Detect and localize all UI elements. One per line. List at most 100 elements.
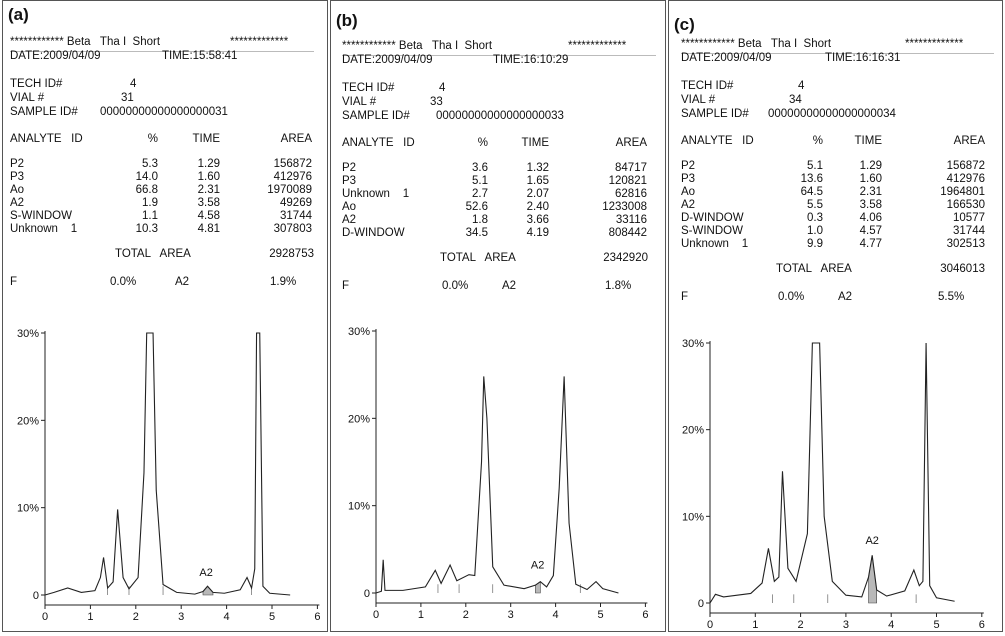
analyte-area: 120821 xyxy=(608,175,647,187)
vial-label: VIAL # xyxy=(10,92,45,104)
f-analyte: A2 xyxy=(502,280,517,292)
vial-value: 33 xyxy=(430,96,443,108)
f-pct: 0.0% xyxy=(778,291,805,303)
tech-id-label: TECH ID# xyxy=(342,82,395,94)
analyte-time: 1.29 xyxy=(859,160,882,172)
analyte-name: Unknown 1 xyxy=(342,188,410,200)
analyte-pct: 9.9 xyxy=(807,238,823,250)
report-time: TIME:16:16:31 xyxy=(825,52,901,64)
tech-id-value: 4 xyxy=(439,82,446,94)
analyte-name: P3 xyxy=(342,175,357,187)
f-value: 1.8% xyxy=(605,280,632,292)
banner-left: ************ Beta Tha I Short xyxy=(342,40,493,52)
analyte-time: 1.29 xyxy=(197,158,220,170)
analyte-name: Ao xyxy=(10,184,25,196)
analyte-pct: 1.9 xyxy=(142,197,158,209)
report-date: DATE:2009/04/09 xyxy=(10,50,101,62)
report-time: TIME:16:10:29 xyxy=(493,54,569,66)
analyte-time: 3.66 xyxy=(526,214,549,226)
vial-value: 34 xyxy=(789,94,802,106)
analyte-name: D-WINDOW xyxy=(342,227,405,239)
sample-id-label: SAMPLE ID# xyxy=(681,108,749,120)
analyte-area: 62816 xyxy=(615,188,647,200)
analyte-pct: 13.6 xyxy=(800,173,823,185)
sample-id-label: SAMPLE ID# xyxy=(342,110,410,122)
analyte-pct: 64.5 xyxy=(800,186,823,198)
analyte-area: 10577 xyxy=(953,212,985,224)
analyte-pct: 5.1 xyxy=(472,175,488,187)
analyte-name: A2 xyxy=(342,214,357,226)
f-label: F xyxy=(342,280,350,292)
tech-id-label: TECH ID# xyxy=(681,80,734,92)
analyte-pct: 3.6 xyxy=(472,162,488,174)
analyte-time: 2.31 xyxy=(197,184,220,196)
analyte-pct: 1.0 xyxy=(807,225,823,237)
total-area-value: 2928753 xyxy=(269,248,314,260)
f-value: 5.5% xyxy=(938,291,965,303)
analyte-pct: 10.3 xyxy=(135,223,158,235)
col-pct-header: % xyxy=(147,133,158,145)
banner-right: ************* xyxy=(568,40,627,52)
col-time-header: TIME xyxy=(521,137,549,149)
analyte-area: 166530 xyxy=(946,199,985,211)
analyte-area: 307803 xyxy=(273,223,312,235)
sample-id-value: 00000000000000000031 xyxy=(100,106,228,118)
analyte-time: 3.58 xyxy=(197,197,220,209)
analyte-area: 156872 xyxy=(946,160,985,172)
analyte-pct: 14.0 xyxy=(135,171,158,183)
f-analyte: A2 xyxy=(175,276,190,288)
analyte-area: 33116 xyxy=(615,214,647,226)
banner-rule xyxy=(681,53,994,54)
total-area-value: 3046013 xyxy=(940,263,985,275)
analyte-area: 1970089 xyxy=(267,184,312,196)
banner-rule xyxy=(10,51,314,52)
total-area-label: TOTAL AREA xyxy=(776,263,852,275)
panel-label: (c) xyxy=(674,15,695,34)
analyte-name: Ao xyxy=(681,186,696,198)
analyte-area: 1964801 xyxy=(940,186,985,198)
col-time-header: TIME xyxy=(854,135,882,147)
col-pct-header: % xyxy=(477,137,488,149)
analyte-pct: 66.8 xyxy=(135,184,158,196)
analyte-pct: 1.8 xyxy=(472,214,488,226)
analyte-area: 808442 xyxy=(608,227,647,239)
analyte-time: 4.57 xyxy=(859,225,882,237)
col-time-header: TIME xyxy=(192,133,220,145)
analyte-time: 2.31 xyxy=(859,186,882,198)
analyte-name: S-WINDOW xyxy=(681,225,743,237)
panel-a xyxy=(2,0,328,632)
total-area-label: TOTAL AREA xyxy=(440,252,516,264)
analyte-time: 4.06 xyxy=(859,212,882,224)
f-value: 1.9% xyxy=(270,276,297,288)
analyte-time: 3.58 xyxy=(859,199,882,211)
col-analyte-header: ANALYTE ID xyxy=(10,133,83,145)
analyte-pct: 0.3 xyxy=(807,212,823,224)
analyte-time: 1.32 xyxy=(526,162,549,174)
sample-id-value: 00000000000000000034 xyxy=(768,108,896,120)
col-area-header: AREA xyxy=(280,133,312,145)
analyte-name: P3 xyxy=(10,171,25,183)
report-date: DATE:2009/04/09 xyxy=(342,54,433,66)
col-analyte-header: ANALYTE ID xyxy=(681,135,754,147)
analyte-name: D-WINDOW xyxy=(681,212,744,224)
report-date: DATE:2009/04/09 xyxy=(681,52,772,64)
analyte-area: 412976 xyxy=(946,173,985,185)
analyte-time: 4.81 xyxy=(197,223,220,235)
analyte-area: 84717 xyxy=(615,162,647,174)
analyte-name: P2 xyxy=(342,162,357,174)
analyte-pct: 5.5 xyxy=(807,199,823,211)
total-area-value: 2342920 xyxy=(603,252,648,264)
analyte-time: 4.19 xyxy=(526,227,549,239)
sample-id-value: 00000000000000000033 xyxy=(436,110,564,122)
analyte-time: 1.60 xyxy=(197,171,220,183)
analyte-area: 31744 xyxy=(953,225,985,237)
banner-rule xyxy=(342,55,656,56)
analyte-pct: 1.1 xyxy=(142,210,158,222)
analyte-name: Unknown 1 xyxy=(681,238,749,250)
panel-b xyxy=(330,0,666,632)
analyte-pct: 5.3 xyxy=(142,158,158,170)
f-label: F xyxy=(681,291,689,303)
f-label: F xyxy=(10,276,18,288)
col-area-header: AREA xyxy=(615,137,647,149)
panel-label: (b) xyxy=(336,11,358,30)
